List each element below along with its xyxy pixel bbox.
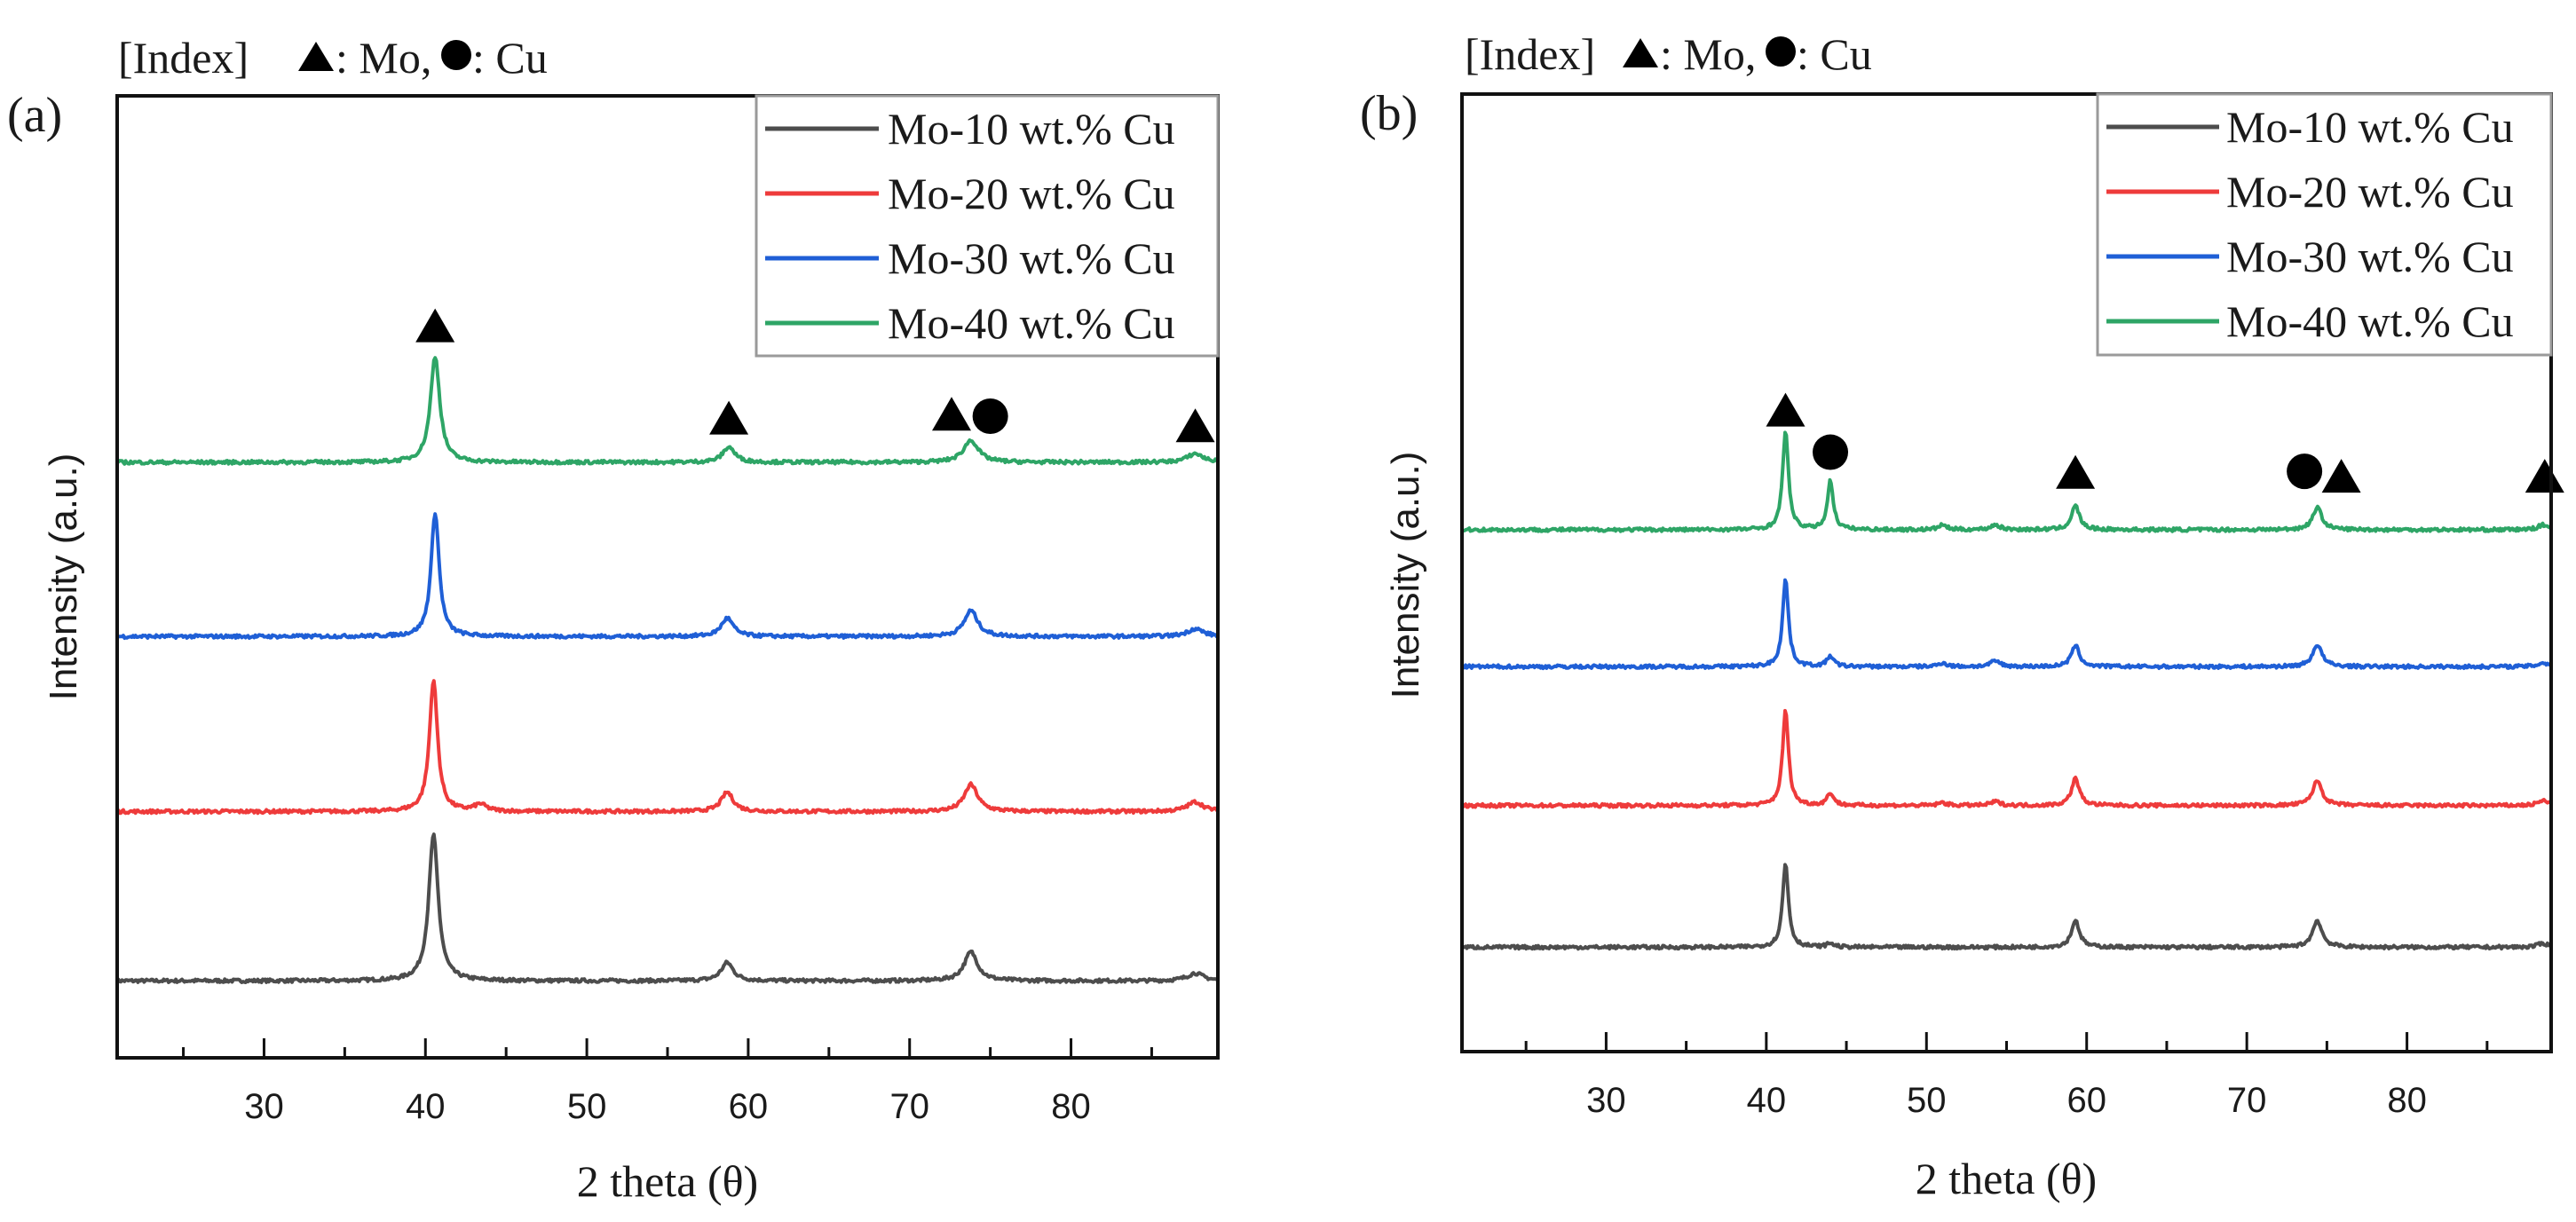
legend-item: Mo-40 wt.% Cu [2106, 296, 2514, 346]
legend-item: Mo-30 wt.% Cu [765, 233, 1175, 283]
series-line-2 [115, 679, 1220, 816]
mo-triangle-marker [1766, 392, 1806, 427]
series-line-1 [115, 832, 1219, 984]
y-axis-label: Intensity (a.u.) [42, 453, 85, 701]
series-line-3 [1461, 578, 2552, 671]
legend-box [755, 94, 1220, 358]
mo-triangle-marker [2525, 459, 2564, 493]
x-tick-label: 80 [2387, 1081, 2427, 1120]
mo-triangle-marker [932, 397, 971, 431]
x-tick-label: 40 [406, 1087, 446, 1126]
legend-label: Mo-10 wt.% Cu [2226, 102, 2514, 152]
x-tick-label: 80 [1051, 1087, 1091, 1126]
series-line-3 [116, 512, 1220, 640]
index-note: [Index] : Mo, : Cu [1465, 29, 1872, 79]
cu-circle-marker [972, 398, 1008, 434]
x-tick-label: 70 [2227, 1081, 2267, 1120]
x-tick-label: 40 [1747, 1081, 1787, 1120]
legend-item: Mo-20 wt.% Cu [765, 169, 1175, 218]
index-triangle-icon [298, 42, 334, 71]
series-line-2 [1461, 708, 2553, 809]
x-tick-label: 70 [889, 1087, 929, 1126]
legend-label: Mo-20 wt.% Cu [2226, 167, 2514, 217]
index-circle-icon [441, 40, 471, 70]
index-prefix: [Index] [1465, 29, 1595, 79]
x-axis: 30 40 50 60 70 80 [1524, 1032, 2489, 1120]
index-note: [Index] : Mo, : Cu [118, 33, 548, 83]
legend: Mo-10 wt.% Cu Mo-20 wt.% Cu Mo-30 wt.% Cu M… [755, 94, 1220, 358]
legend-label: Mo-30 wt.% Cu [888, 233, 1175, 283]
index-prefix: [Index] [118, 33, 249, 83]
x-axis: 30 40 50 60 70 80 [182, 1038, 1153, 1126]
index-triangle-icon [1623, 38, 1658, 67]
plot-area [1461, 392, 2564, 951]
series-line-4 [116, 356, 1220, 466]
x-tick-label: 60 [729, 1087, 769, 1126]
legend-box [2096, 92, 2553, 357]
panel-b: (b) [Index] : Mo, : Cu 30 40 50 60 70 80 Inte… [1360, 29, 2564, 1203]
mo-triangle-marker [415, 308, 455, 343]
index-circle-label: : Cu [1797, 29, 1872, 79]
legend-label: Mo-40 wt.% Cu [2226, 296, 2514, 346]
panel-a: (a) [Index] : Mo, : Cu 30 40 50 60 70 80 Inte… [7, 33, 1220, 1206]
x-tick-label: 60 [2066, 1081, 2106, 1120]
x-axis-label: 2 theta (θ) [1916, 1154, 2097, 1203]
legend-item: Mo-10 wt.% Cu [765, 104, 1175, 154]
x-tick-label: 30 [244, 1087, 284, 1126]
legend-label: Mo-10 wt.% Cu [888, 104, 1175, 154]
x-axis-label: 2 theta (θ) [577, 1156, 758, 1206]
index-circle-icon [1766, 36, 1796, 67]
index-circle-label: : Cu [472, 33, 548, 83]
legend-item: Mo-10 wt.% Cu [2106, 102, 2514, 152]
x-tick-label: 50 [567, 1087, 607, 1126]
legend-label: Mo-40 wt.% Cu [888, 298, 1175, 348]
legend-item: Mo-30 wt.% Cu [2106, 232, 2514, 281]
legend: Mo-10 wt.% Cu Mo-20 wt.% Cu Mo-30 wt.% Cu M… [2096, 92, 2553, 357]
series-line-4 [1461, 430, 2553, 533]
panel-label: (b) [1360, 86, 1418, 141]
index-triangle-label: : Mo, [1660, 29, 1756, 79]
legend-item: Mo-40 wt.% Cu [765, 298, 1175, 348]
series-line-1 [1461, 863, 2553, 951]
y-axis-label: Intensity (a.u.) [1384, 452, 1427, 699]
legend-label: Mo-20 wt.% Cu [888, 169, 1175, 218]
legend-label: Mo-30 wt.% Cu [2226, 232, 2514, 281]
index-triangle-label: : Mo, [336, 33, 431, 83]
mo-triangle-marker [2056, 454, 2096, 489]
mo-triangle-marker [1175, 408, 1215, 443]
legend-item: Mo-20 wt.% Cu [2106, 167, 2514, 217]
x-tick-label: 30 [1586, 1081, 1626, 1120]
mo-triangle-marker [709, 400, 749, 435]
mo-triangle-marker [2321, 459, 2361, 493]
panel-label: (a) [7, 88, 62, 143]
cu-circle-marker [2287, 453, 2323, 490]
plot-area [115, 308, 1220, 984]
cu-circle-marker [1813, 434, 1849, 470]
x-tick-label: 50 [1907, 1081, 1947, 1120]
